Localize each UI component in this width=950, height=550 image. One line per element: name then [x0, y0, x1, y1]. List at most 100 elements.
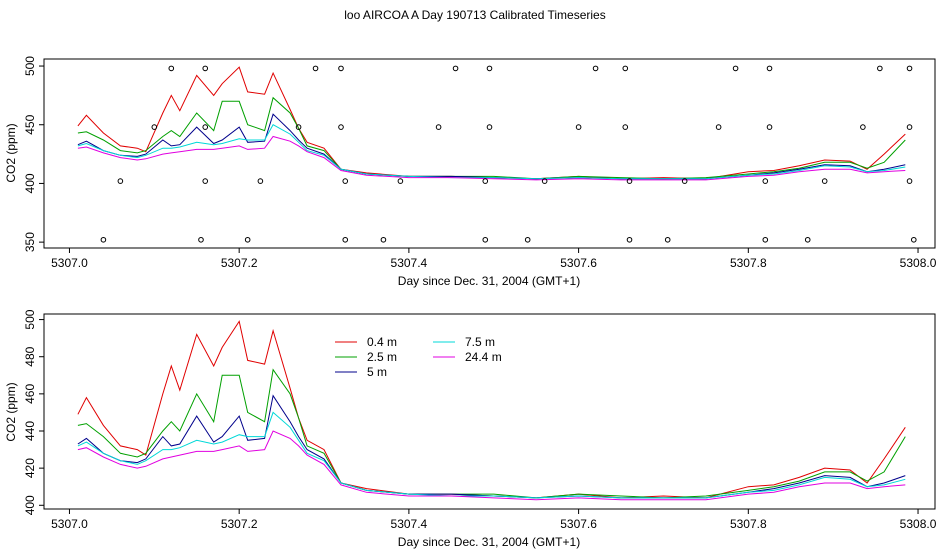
flag-point — [626, 236, 633, 243]
flag-point — [338, 65, 344, 72]
flag-point — [117, 178, 124, 184]
flag-point — [575, 124, 582, 130]
top-y-tick-label: 500 — [23, 56, 37, 76]
top-series-line-24-4-m — [77, 135, 906, 181]
top-series-line-5-m — [77, 113, 906, 180]
top-series-line-0-4-m — [77, 66, 906, 180]
flag-point — [482, 236, 489, 243]
flag-point — [541, 178, 548, 184]
flag-point — [732, 65, 739, 72]
bottom-y-tick-label: 400 — [23, 495, 37, 515]
bottom-x-tick-label: 5307.6 — [560, 517, 597, 531]
top-series-line-2-5-m — [77, 96, 906, 180]
flag-point — [198, 236, 204, 243]
flag-point — [312, 65, 319, 72]
bottom-panel: 5307.0 5307.2 5307.4 5307.6 5307.8 5308.0 400… — [4, 309, 937, 549]
flag-point — [342, 236, 349, 243]
bottom-y-tick-label: 480 — [23, 346, 37, 366]
top-y-axis-label: CO2 (ppm) — [4, 123, 18, 182]
flag-point — [906, 65, 913, 72]
bottom-series-line-0-4-m — [77, 320, 906, 499]
flag-point — [202, 178, 209, 184]
flag-point — [762, 236, 769, 243]
bottom-plot-frame — [43, 313, 936, 510]
bottom-y-tick-label: 440 — [23, 421, 37, 441]
flag-point — [804, 236, 811, 243]
flag-point — [151, 124, 158, 130]
flag-point — [435, 124, 442, 130]
legend-label: 2.5 m — [367, 350, 397, 364]
top-x-tick-label: 5307.2 — [221, 256, 258, 270]
top-x-tick-label: 5307.6 — [560, 256, 597, 270]
flag-point — [592, 65, 599, 72]
top-y-tick-label: 450 — [23, 114, 37, 134]
flag-point — [168, 65, 175, 72]
bottom-y-axis-label: CO2 (ppm) — [4, 382, 18, 441]
flag-point — [380, 236, 387, 243]
flag-point — [622, 65, 629, 72]
top-x-axis-label: Day since Dec. 31, 2004 (GMT+1) — [398, 274, 580, 288]
legend-label: 24.4 m — [465, 350, 502, 364]
top-x-tick-label: 5307.8 — [730, 256, 767, 270]
bottom-y-tick-label: 500 — [23, 309, 37, 329]
top-x-tick-label: 5308.0 — [900, 256, 937, 270]
top-series-line-7-5-m — [77, 124, 906, 180]
legend-label: 5 m — [367, 365, 387, 379]
flag-point — [257, 178, 264, 184]
flag-point — [766, 65, 773, 72]
bottom-x-tick-label: 5307.4 — [391, 517, 428, 531]
bottom-series-lines — [77, 320, 906, 501]
legend-label: 7.5 m — [465, 335, 495, 349]
flag-point — [295, 124, 302, 130]
bottom-x-tick-label: 5307.2 — [221, 517, 258, 531]
bottom-x-tick-label: 5307.0 — [51, 517, 88, 531]
flag-point — [821, 178, 828, 184]
top-y-tick-label: 400 — [23, 173, 37, 193]
flag-point — [860, 124, 866, 130]
bottom-x-axis-label: Day since Dec. 31, 2004 (GMT+1) — [398, 535, 580, 549]
flag-point — [397, 178, 404, 184]
bottom-series-line-7-5-m — [77, 411, 906, 499]
flag-point — [910, 236, 917, 243]
flag-point — [202, 65, 209, 72]
top-y-axis: 350 400 450 500 — [23, 56, 44, 252]
page-title: loo AIRCOA A Day 190713 Calibrated Times… — [344, 8, 606, 22]
bottom-x-tick-label: 5307.8 — [730, 517, 767, 531]
flag-point — [715, 124, 722, 130]
top-flag-points — [100, 65, 917, 243]
bottom-x-axis: 5307.0 5307.2 5307.4 5307.6 5307.8 5308.0 — [51, 509, 937, 531]
bottom-y-axis: 400 420 440 460 480 500 — [23, 309, 44, 515]
flag-point — [486, 124, 493, 130]
flag-point — [342, 178, 349, 184]
top-panel: 5307.0 5307.2 5307.4 5307.6 5307.8 5308.0 350… — [4, 56, 937, 288]
legend-label: 0.4 m — [367, 335, 397, 349]
flag-point — [766, 124, 773, 130]
flag-point — [482, 178, 489, 184]
flag-point — [626, 178, 633, 184]
flag-point — [877, 65, 883, 72]
bottom-series-line-5-m — [77, 394, 906, 499]
top-y-tick-label: 350 — [23, 232, 37, 252]
flag-point — [622, 124, 629, 130]
flag-point — [452, 65, 459, 72]
flag-point — [486, 65, 493, 72]
flag-point — [100, 236, 107, 243]
flag-point — [244, 236, 251, 243]
flag-point — [906, 124, 913, 130]
flag-point — [762, 178, 769, 184]
top-x-tick-label: 5307.4 — [391, 256, 428, 270]
top-plot-frame — [43, 58, 936, 249]
flag-point — [681, 178, 688, 184]
top-x-axis: 5307.0 5307.2 5307.4 5307.6 5307.8 5308.0 — [51, 248, 937, 270]
flag-point — [664, 236, 671, 243]
bottom-series-line-24-4-m — [77, 430, 906, 501]
flag-point — [524, 236, 531, 243]
flag-point — [202, 124, 209, 130]
bottom-series-line-2-5-m — [77, 368, 906, 499]
flag-point — [338, 124, 344, 130]
flag-point — [906, 178, 913, 184]
top-series-lines — [77, 66, 906, 181]
legend: 0.4 m2.5 m5 m 7.5 m24.4 m — [335, 335, 502, 379]
bottom-y-tick-label: 460 — [23, 384, 37, 404]
